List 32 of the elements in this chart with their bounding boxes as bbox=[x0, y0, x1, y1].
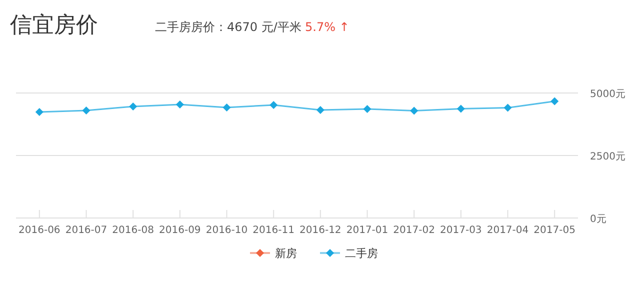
point bbox=[550, 97, 559, 106]
point bbox=[456, 104, 465, 113]
y-tick-label: 5000元 bbox=[590, 89, 626, 100]
x-tick-label: 2016-10 bbox=[206, 225, 248, 236]
x-tick-label: 2016-06 bbox=[18, 225, 60, 236]
y-tick-label: 0元 bbox=[590, 214, 606, 225]
x-tick-label: 2017-04 bbox=[486, 225, 529, 236]
chart-title: 信宜房价 bbox=[10, 13, 98, 38]
point bbox=[129, 102, 138, 110]
x-tick-label: 2016-11 bbox=[252, 225, 294, 236]
point bbox=[222, 104, 231, 112]
chart-subtitle: 二手房房价：4670 元/平米 bbox=[155, 20, 302, 34]
legend-label: 二手房 bbox=[345, 247, 378, 260]
y-tick-label: 2500元 bbox=[590, 152, 626, 162]
x-tick-label: 2017-05 bbox=[534, 225, 576, 236]
x-tick-label: 2016-07 bbox=[65, 225, 108, 236]
legend-label: 新房 bbox=[275, 247, 297, 260]
x-tick-label: 2016-12 bbox=[300, 225, 342, 236]
x-tick-label: 2017-02 bbox=[393, 225, 435, 236]
point bbox=[270, 101, 278, 109]
point bbox=[504, 104, 512, 112]
point bbox=[176, 100, 184, 108]
point bbox=[35, 108, 44, 116]
x-tick-label: 2016-08 bbox=[112, 225, 154, 236]
point bbox=[363, 105, 372, 113]
x-tick-label: 2017-01 bbox=[346, 225, 388, 236]
point bbox=[82, 106, 90, 114]
point bbox=[316, 106, 324, 114]
point bbox=[410, 106, 418, 115]
text: 5.7% ↑ bbox=[305, 20, 350, 34]
x-tick-label: 2016-09 bbox=[159, 225, 201, 236]
x-tick-label: 2017-03 bbox=[440, 225, 482, 236]
